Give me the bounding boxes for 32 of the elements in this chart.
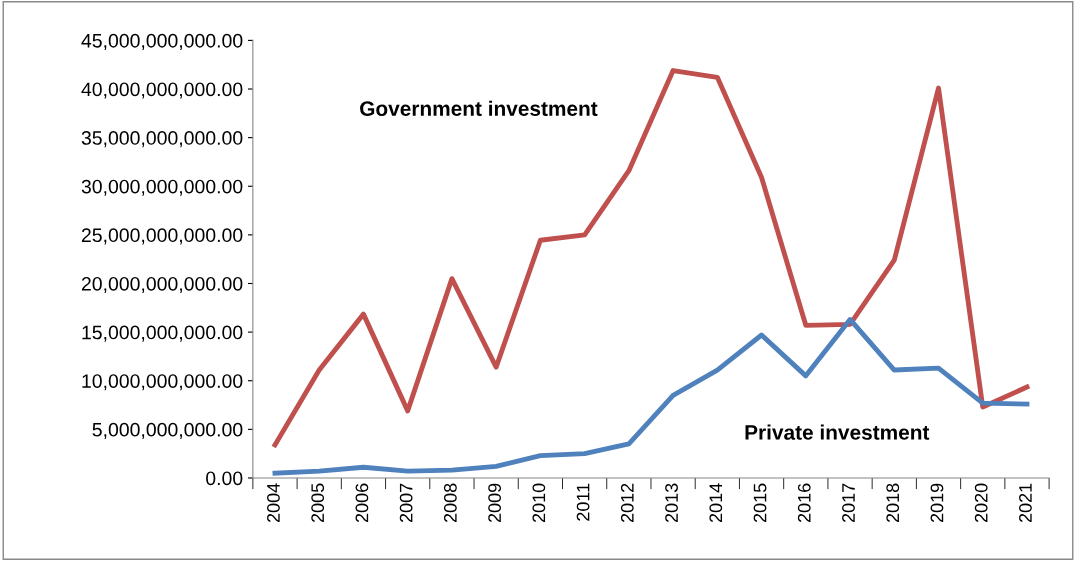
x-tick-label: 2019: [930, 483, 944, 523]
x-tick-label: 2016: [797, 483, 811, 523]
x-tick-label: 2007: [399, 483, 413, 523]
y-tick-label: 15,000,000,000.00: [82, 325, 243, 342]
x-tick-label: 2020: [974, 483, 988, 523]
x-tick-label: 2011: [576, 483, 590, 521]
y-tick-label: 10,000,000,000.00: [82, 374, 243, 391]
x-tick-label: 2014: [709, 483, 723, 523]
x-tick-label: 2018: [886, 483, 900, 523]
x-tick-label: 2008: [443, 483, 457, 523]
x-tick-label: 2015: [753, 483, 767, 523]
y-tick-label: 45,000,000,000.00: [81, 33, 243, 50]
y-tick-label: 25,000,000,000.00: [81, 228, 243, 245]
x-tick-label: 2005: [311, 483, 325, 523]
line-series: [272, 317, 1030, 476]
y-tick-label: 5,000,000,000.00: [92, 422, 243, 439]
text: Government investment: [360, 100, 598, 116]
x-tick-label: 2013: [665, 483, 678, 523]
x-tick-label: 2006: [355, 483, 369, 523]
x-tick-label: 2009: [488, 483, 501, 523]
x-tick-label: 2012: [620, 483, 634, 523]
x-tick-label: 2010: [532, 483, 546, 523]
y-tick-label: 30,000,000,000.00: [81, 179, 243, 196]
line-series: [272, 68, 1030, 448]
y-tick-label: 20,000,000,000.00: [81, 276, 243, 294]
y-tick-label: 35,000,000,000.00: [81, 131, 243, 148]
y-tick-label: 40,000,000,000.00: [81, 82, 243, 99]
x-tick-label: 2017: [842, 483, 855, 523]
x-tick-label: 2021: [1019, 483, 1032, 523]
x-tick-label: 2004: [267, 483, 280, 523]
y-tick-label: 0.00: [206, 471, 243, 486]
text: Private investment: [745, 424, 930, 440]
